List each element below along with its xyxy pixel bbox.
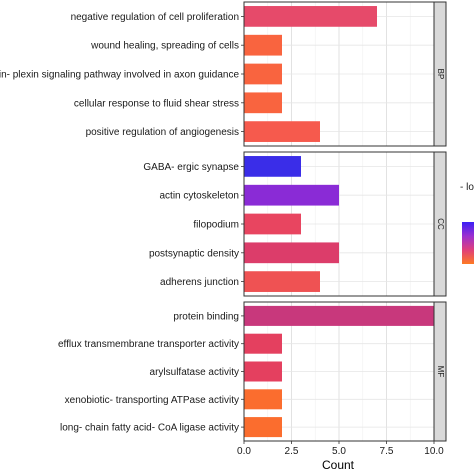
facet-strips-layer: BP CC MF bbox=[243, 1, 447, 442]
facet-strip-mf bbox=[433, 301, 447, 442]
category-label: cellular response to fluid shear stress bbox=[74, 98, 239, 109]
category-label: filopodium bbox=[193, 220, 239, 231]
legend-title: - lo bbox=[460, 182, 474, 193]
bar-bp-0 bbox=[244, 6, 377, 27]
category-label: adherens junction bbox=[160, 277, 239, 288]
bar-bp-4 bbox=[244, 121, 320, 142]
x-axis-title: Count bbox=[322, 458, 355, 472]
x-tick-label: 10.0 bbox=[424, 446, 444, 457]
bar-bp-3 bbox=[244, 92, 282, 114]
category-label: xenobiotic- transporting ATPase activity bbox=[65, 395, 239, 406]
bar-mf-1 bbox=[244, 333, 282, 354]
category-label: wound healing, spreading of cells bbox=[90, 41, 239, 52]
category-label: semaphorin- plexin signaling pathway inv… bbox=[0, 70, 239, 81]
bar-bp-2 bbox=[244, 63, 282, 85]
category-label: GABA- ergic synapse bbox=[143, 162, 239, 173]
bar-mf-3 bbox=[244, 389, 282, 410]
facet-strip-label: CC bbox=[436, 218, 445, 230]
legend-layer: - lo bbox=[460, 182, 474, 264]
category-label: efflux transmembrane transporter activit… bbox=[58, 339, 239, 350]
category-label: actin cytoskeleton bbox=[160, 191, 240, 202]
facet-strip-bp bbox=[433, 1, 447, 147]
bar-cc-0 bbox=[244, 156, 301, 177]
category-label: postsynaptic density bbox=[149, 248, 239, 259]
bar-cc-3 bbox=[244, 242, 339, 264]
bar-cc-1 bbox=[244, 184, 339, 206]
facet-strip-label: MF bbox=[436, 366, 445, 378]
bar-cc-2 bbox=[244, 213, 301, 235]
category-label: protein binding bbox=[173, 311, 239, 322]
legend-color-bar bbox=[462, 222, 474, 264]
x-tick-label: 5.0 bbox=[332, 446, 346, 457]
bar-bp-1 bbox=[244, 34, 282, 56]
x-tick-label: 7.5 bbox=[380, 446, 394, 457]
bars-layer bbox=[244, 6, 434, 438]
bar-mf-2 bbox=[244, 361, 282, 382]
x-tick-label: 2.5 bbox=[285, 446, 299, 457]
category-label: arylsulfatase activity bbox=[150, 367, 239, 378]
bar-mf-0 bbox=[244, 305, 434, 326]
x-axis-layer: Count 0.0 2.5 5.0 7.5 10.0 bbox=[237, 441, 444, 472]
x-tick-label: 0.0 bbox=[237, 446, 251, 457]
category-label: positive regulation of angiogenesis bbox=[86, 127, 239, 138]
category-label: negative regulation of cell proliferatio… bbox=[71, 12, 239, 23]
category-labels-layer: negative regulation of cell proliferatio… bbox=[0, 12, 244, 434]
facet-strip-cc bbox=[433, 151, 447, 297]
facet-strip-label: BP bbox=[436, 69, 445, 80]
bar-mf-4 bbox=[244, 417, 282, 438]
bar-cc-4 bbox=[244, 271, 320, 292]
category-label: long- chain fatty acid- CoA ligase activ… bbox=[60, 423, 239, 434]
